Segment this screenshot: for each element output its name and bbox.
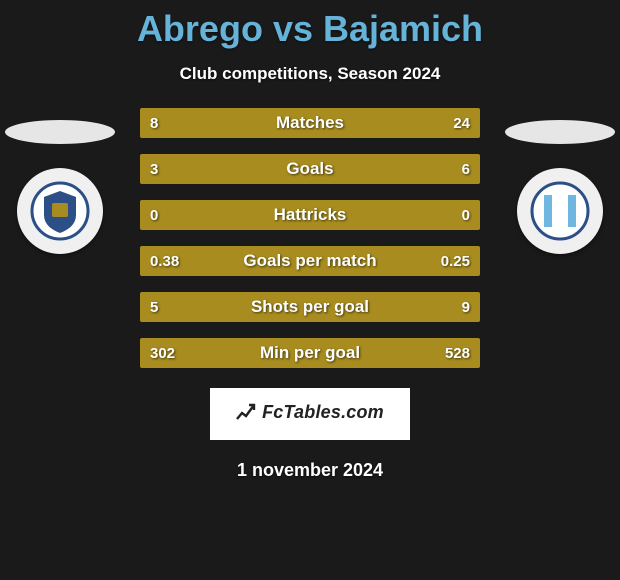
right-ellipse-decoration — [505, 120, 615, 144]
stat-row: 59Shots per goal — [140, 292, 480, 322]
stat-row: 302528Min per goal — [140, 338, 480, 368]
stat-label: Matches — [140, 108, 480, 138]
right-club-badge — [517, 168, 603, 254]
stat-row: 824Matches — [140, 108, 480, 138]
stat-label: Goals per match — [140, 246, 480, 276]
chart-up-icon — [236, 403, 256, 426]
stat-label: Hattricks — [140, 200, 480, 230]
page-title: Abrego vs Bajamich — [0, 0, 620, 50]
shield-icon — [530, 181, 590, 241]
date-text: 1 november 2024 — [0, 460, 620, 481]
footer-banner: FcTables.com — [210, 388, 410, 440]
stat-row: 0.380.25Goals per match — [140, 246, 480, 276]
stat-row: 36Goals — [140, 154, 480, 184]
left-club-column — [0, 108, 120, 368]
stat-label: Shots per goal — [140, 292, 480, 322]
stat-row: 00Hattricks — [140, 200, 480, 230]
left-ellipse-decoration — [5, 120, 115, 144]
page-subtitle: Club competitions, Season 2024 — [0, 64, 620, 84]
stat-label: Goals — [140, 154, 480, 184]
left-club-badge — [17, 168, 103, 254]
stat-rows: 824Matches 36Goals 00Hattricks 0.380.25Goal… — [140, 108, 480, 368]
brand-text: FcTables.com — [236, 402, 384, 426]
comparison-content: 824Matches 36Goals 00Hattricks 0.380.25Goal… — [0, 108, 620, 368]
stat-label: Min per goal — [140, 338, 480, 368]
shield-icon — [30, 181, 90, 241]
right-club-column — [500, 108, 620, 368]
